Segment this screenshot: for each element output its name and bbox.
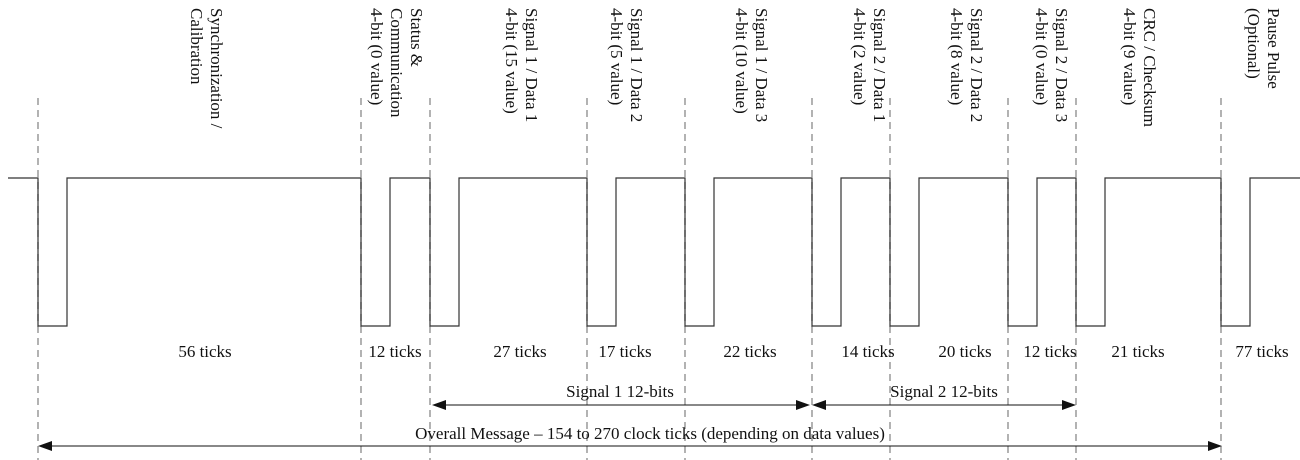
- tick-count-label: 21 ticks: [1111, 342, 1164, 361]
- tick-count-label: 27 ticks: [493, 342, 546, 361]
- segment-label-line: (Optional): [1244, 8, 1263, 79]
- signal-2-span: Signal 2 12-bits: [812, 382, 1076, 410]
- segment-label-line: Signal 1 / Data 2: [627, 8, 646, 122]
- segment-label-line: Communication: [387, 8, 406, 118]
- tick-count-labels: 56 ticks 12 ticks 27 ticks 17 ticks 22 ticks…: [178, 342, 1288, 361]
- tick-count-label: 77 ticks: [1235, 342, 1288, 361]
- tick-count-label: 14 ticks: [841, 342, 894, 361]
- segment-label-line: 4-bit (0 value): [1032, 8, 1051, 105]
- segment-label-line: CRC / Checksum: [1140, 8, 1159, 127]
- segment-label-line: 4-bit (0 value): [367, 8, 386, 105]
- tick-count-label: 20 ticks: [938, 342, 991, 361]
- segment-label-line: Status &: [407, 8, 426, 67]
- tick-count-label: 17 ticks: [598, 342, 651, 361]
- segment-label-line: Signal 1 / Data 1: [522, 8, 541, 122]
- pulse-waveform: [8, 177, 1300, 327]
- segment-boundaries: [37, 98, 1222, 460]
- segment-label-line: 4-bit (15 value): [502, 8, 521, 114]
- segment-label-line: Signal 2 / Data 2: [967, 8, 986, 122]
- segment-label-line: Pause Pulse: [1264, 8, 1283, 89]
- segment-labels: Synchronization /Calibration Status &Comm…: [187, 8, 1283, 129]
- segment-label-line: 4-bit (9 value): [1120, 8, 1139, 105]
- overall-message-span: Overall Message – 154 to 270 clock ticks…: [38, 424, 1222, 451]
- segment-label-line: 4-bit (10 value): [732, 8, 751, 114]
- tick-count-label: 12 ticks: [368, 342, 421, 361]
- segment-label-line: Signal 2 / Data 3: [1052, 8, 1071, 122]
- segment-label-line: Signal 1 / Data 3: [752, 8, 771, 122]
- segment-label-line: Synchronization /: [207, 8, 226, 129]
- segment-label-line: 4-bit (5 value): [607, 8, 626, 105]
- segment-label-line: Signal 2 / Data 1: [870, 8, 889, 122]
- signal-2-span-label: Signal 2 12-bits: [890, 382, 998, 401]
- tick-count-label: 56 ticks: [178, 342, 231, 361]
- signal-1-span-label: Signal 1 12-bits: [566, 382, 674, 401]
- segment-label-line: Calibration: [187, 8, 206, 85]
- overall-message-label: Overall Message – 154 to 270 clock ticks…: [415, 424, 885, 443]
- segment-label-line: 4-bit (2 value): [850, 8, 869, 105]
- segment-label-line: 4-bit (8 value): [947, 8, 966, 105]
- tick-count-label: 22 ticks: [723, 342, 776, 361]
- signal-1-span: Signal 1 12-bits: [432, 382, 810, 410]
- tick-count-label: 12 ticks: [1023, 342, 1076, 361]
